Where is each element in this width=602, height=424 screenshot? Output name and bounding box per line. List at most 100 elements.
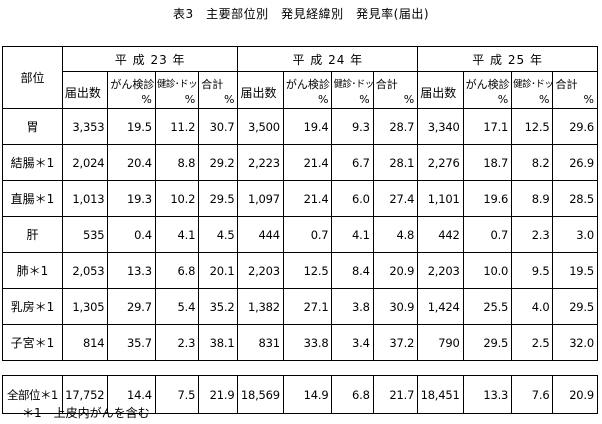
screening-rate-cell: 17.1 xyxy=(462,108,513,145)
spacer-cell xyxy=(331,360,374,376)
spacer-cell xyxy=(2,360,63,376)
col-header-label: 届出数 xyxy=(240,86,277,100)
screening-rate-cell: 19.5 xyxy=(107,108,156,145)
part-name: 乳房＊1 xyxy=(2,288,63,325)
table-row: 胃 3,353 19.5 11.2 30.7 3,500 19.4 9.3 28.7 3,340 1… xyxy=(2,108,598,145)
checkup-rate-cell: 3.8 xyxy=(331,288,374,325)
col-header-label: がん検診 xyxy=(285,78,330,91)
percent-unit: % xyxy=(359,93,370,106)
count-cell: 790 xyxy=(417,324,464,361)
part-name: 肺＊1 xyxy=(2,252,63,289)
spacer-row xyxy=(2,360,598,376)
checkup-rate-cell: 2.3 xyxy=(154,324,200,361)
count-cell: 2,203 xyxy=(417,252,464,289)
col-header-label: 届出数 xyxy=(64,86,101,100)
total-rate-cell: 26.9 xyxy=(552,144,598,181)
total-rate-cell: 27.4 xyxy=(372,180,419,217)
total-rate-cell: 30.7 xyxy=(198,108,239,145)
percent-unit: % xyxy=(497,93,509,106)
count-cell: 17,752 xyxy=(61,375,109,414)
checkup-rate-cell: 2.5 xyxy=(511,324,554,361)
spacer-cell xyxy=(417,360,464,376)
col-header-cancer-screening-25: がん検診% xyxy=(462,71,513,109)
spacer-cell xyxy=(283,360,332,376)
count-cell: 2,203 xyxy=(237,252,284,289)
count-cell: 2,223 xyxy=(237,144,284,181)
col-header-checkup-dock-24: 健診･ドック% xyxy=(331,71,374,109)
checkup-rate-cell: 6.8 xyxy=(154,252,200,289)
total-rate-cell: 21.7 xyxy=(372,375,419,414)
total-rate-cell: 30.9 xyxy=(372,288,419,325)
col-header-label: がん検診 xyxy=(465,78,510,91)
col-header-label: 健診･ドック xyxy=(513,79,553,90)
spacer-cell xyxy=(155,360,199,376)
spacer-cell xyxy=(511,360,553,376)
screening-rate-cell: 0.4 xyxy=(107,216,156,253)
part-name: 肝 xyxy=(2,216,63,253)
checkup-rate-cell: 4.1 xyxy=(331,216,374,253)
screening-rate-cell: 20.4 xyxy=(107,144,156,181)
checkup-rate-cell: 6.8 xyxy=(331,375,374,414)
spacer-cell xyxy=(198,360,238,376)
checkup-rate-cell: 2.3 xyxy=(511,216,554,253)
year-header-23: 平 成 23 年 xyxy=(61,46,239,72)
count-cell: 535 xyxy=(61,216,109,253)
count-cell: 1,097 xyxy=(237,180,284,217)
screening-rate-cell: 13.3 xyxy=(107,252,156,289)
discovery-rate-table: 部位 平 成 23 年 平 成 24 年 平 成 25 年 届出数 がん検診% 健診… xyxy=(2,46,598,414)
checkup-rate-cell: 8.4 xyxy=(331,252,374,289)
screening-rate-cell: 19.3 xyxy=(107,180,156,217)
total-rate-cell: 29.6 xyxy=(552,108,598,145)
col-header-total-23: 合計% xyxy=(198,71,239,109)
table-row: 肝 535 0.4 4.1 4.5 444 0.7 4.1 4.8 442 0.7 2.3 3.0 xyxy=(2,216,598,253)
total-rate-cell: 29.5 xyxy=(552,288,598,325)
count-cell: 1,101 xyxy=(417,180,464,217)
count-cell: 814 xyxy=(61,324,109,361)
total-rate-cell: 38.1 xyxy=(198,324,239,361)
count-cell: 2,024 xyxy=(61,144,109,181)
total-rate-cell: 28.7 xyxy=(372,108,419,145)
screening-rate-cell: 29.7 xyxy=(107,288,156,325)
table-title: 表3 主要部位別 発見経緯別 発見率(届出) xyxy=(173,7,429,21)
screening-rate-cell: 35.7 xyxy=(107,324,156,361)
total-rate-cell: 37.2 xyxy=(372,324,419,361)
screening-rate-cell: 27.1 xyxy=(282,288,333,325)
part-name: 子宮＊1 xyxy=(2,324,63,361)
total-rate-cell: 28.5 xyxy=(552,180,598,217)
screening-rate-cell: 0.7 xyxy=(282,216,333,253)
checkup-rate-cell: 8.2 xyxy=(511,144,554,181)
col-header-label: がん検診 xyxy=(110,78,155,91)
table-row: 肺＊1 2,053 13.3 6.8 20.1 2,203 12.5 8.4 20.9 2,203… xyxy=(2,252,598,289)
screening-rate-cell: 21.4 xyxy=(282,180,333,217)
part-header: 部位 xyxy=(2,46,63,109)
table-row: 直腸＊1 1,013 19.3 10.2 29.5 1,097 21.4 6.0 27.4 1,1… xyxy=(2,180,598,217)
total-rate-cell: 29.5 xyxy=(198,180,239,217)
percent-unit: % xyxy=(583,93,594,106)
col-header-label: 健診･ドック xyxy=(156,79,198,90)
col-header-checkup-dock-23: 健診･ドック% xyxy=(154,71,200,109)
percent-unit: % xyxy=(403,93,415,106)
total-rate-cell: 20.1 xyxy=(198,252,239,289)
count-cell: 18,569 xyxy=(237,375,284,414)
count-cell: 18,451 xyxy=(417,375,464,414)
count-cell: 444 xyxy=(237,216,284,253)
col-header-label: 合計 xyxy=(201,78,224,91)
checkup-rate-cell: 8.8 xyxy=(154,144,200,181)
part-name: 直腸＊1 xyxy=(2,180,63,217)
count-cell: 831 xyxy=(237,324,284,361)
spacer-cell xyxy=(552,360,598,376)
checkup-rate-cell: 5.4 xyxy=(154,288,200,325)
part-name: 結腸＊1 xyxy=(2,144,63,181)
count-cell: 2,053 xyxy=(61,252,109,289)
count-cell: 3,340 xyxy=(417,108,464,145)
checkup-rate-cell: 6.0 xyxy=(331,180,374,217)
screening-rate-cell: 33.8 xyxy=(282,324,333,361)
percent-unit: % xyxy=(184,93,196,106)
table-row: 乳房＊1 1,305 29.7 5.4 35.2 1,382 27.1 3.8 30.9 1,42… xyxy=(2,288,598,325)
col-header-label: 合計 xyxy=(375,78,398,91)
col-header-checkup-dock-25: 健診･ドック% xyxy=(511,71,554,109)
checkup-rate-cell: 4.1 xyxy=(154,216,200,253)
percent-unit: % xyxy=(317,93,329,106)
checkup-rate-cell: 7.6 xyxy=(511,375,554,414)
screening-rate-cell: 10.0 xyxy=(462,252,513,289)
